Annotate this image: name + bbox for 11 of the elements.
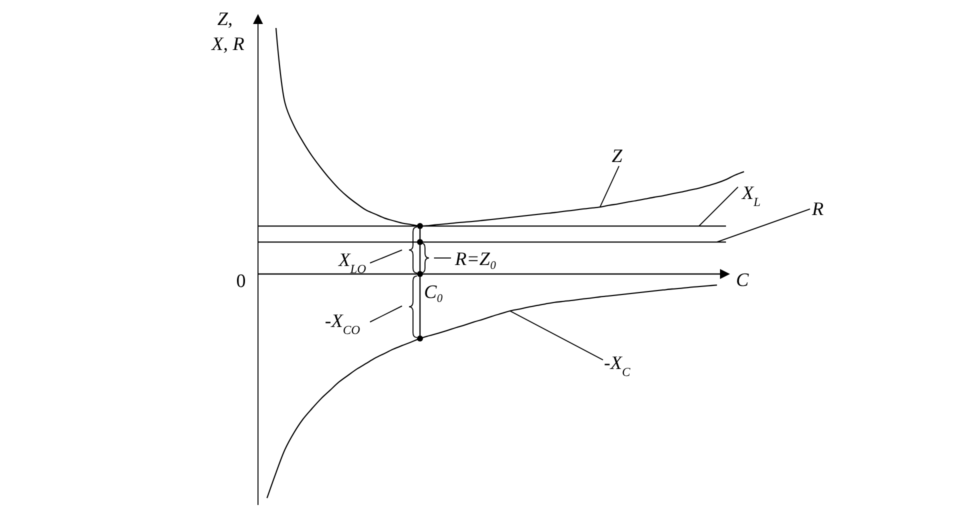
annotation: X$_{LO}$ xyxy=(338,250,366,276)
text: R xyxy=(811,199,824,220)
annotation: C₀ xyxy=(424,282,444,303)
text: -X$_{C}$ xyxy=(604,352,631,379)
annotation: R=Z₀ xyxy=(454,249,497,270)
x-axis-title: C xyxy=(736,270,749,291)
annotation: -X$_{CO}$ xyxy=(324,311,360,337)
y-axis-title: Z, X, R xyxy=(210,9,245,55)
series-label: Z xyxy=(612,146,623,168)
legend-label: X$_{L}$ xyxy=(741,183,761,210)
text: 0 xyxy=(236,271,246,292)
